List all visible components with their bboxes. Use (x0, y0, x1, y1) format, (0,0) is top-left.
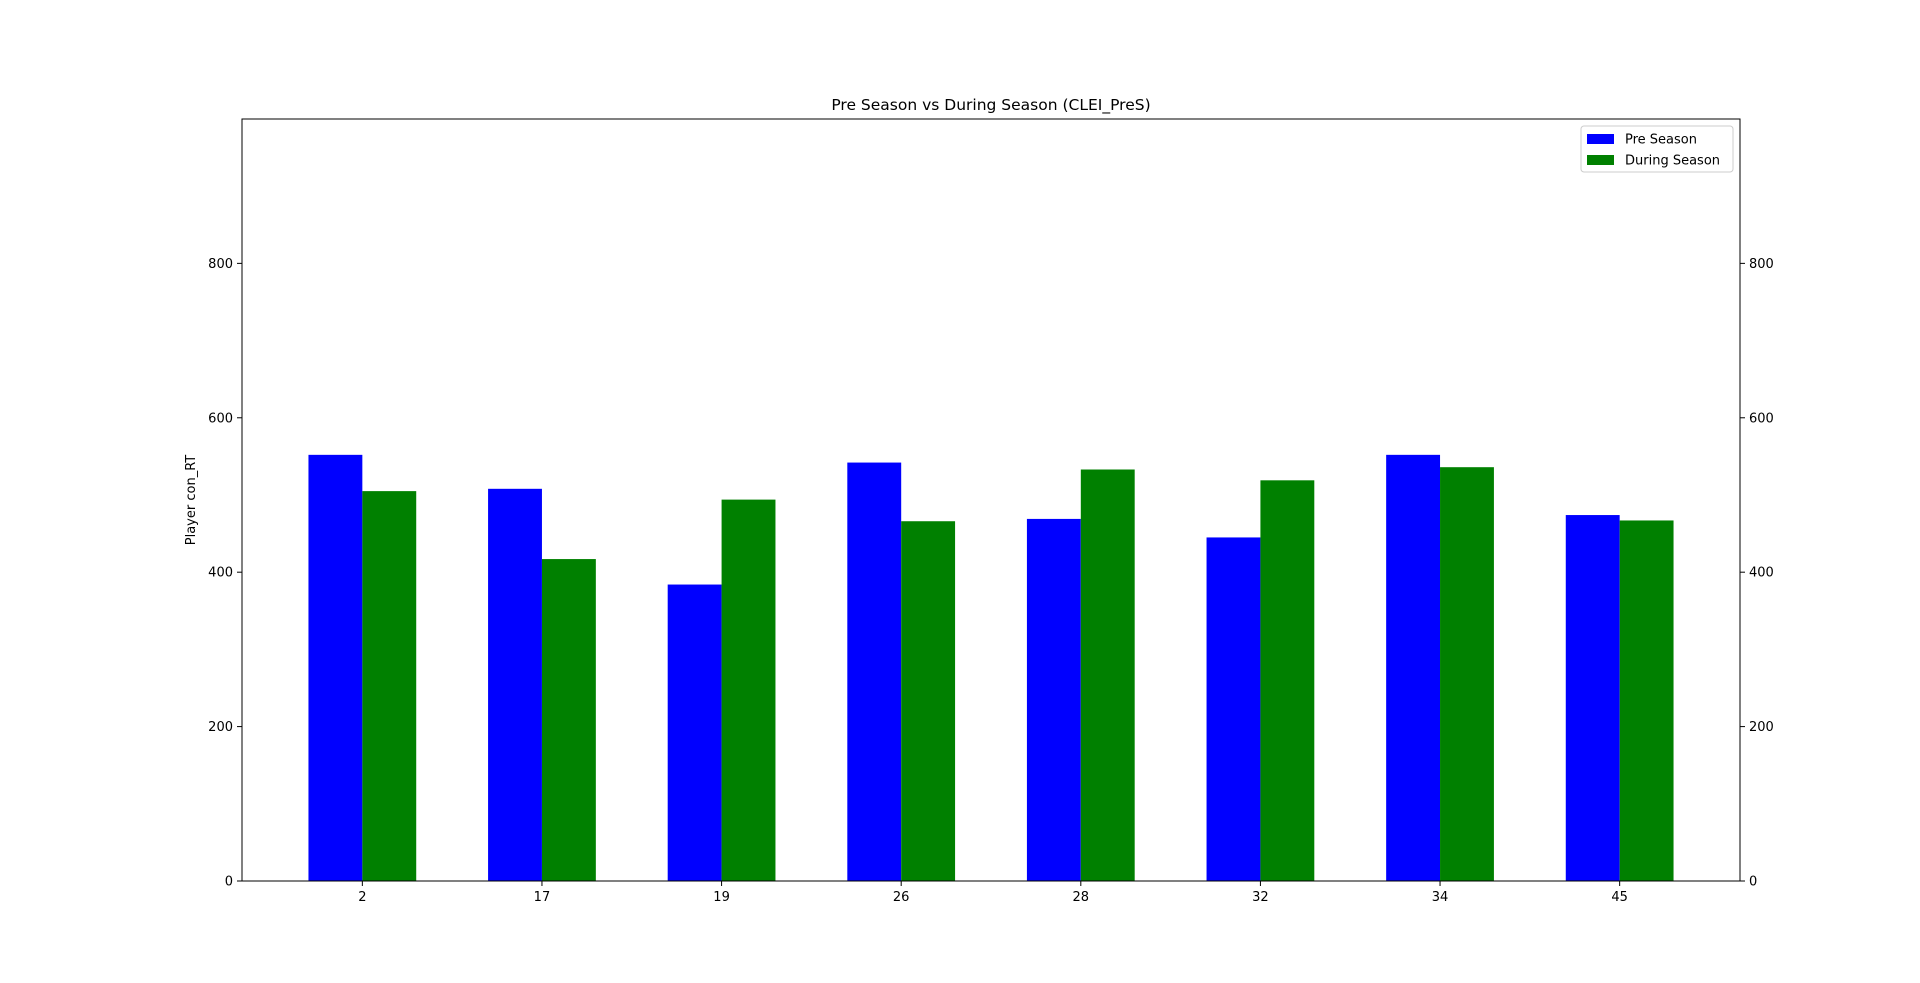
x-tick-label: 2 (358, 890, 366, 905)
plot-frame (241, 118, 1741, 882)
x-tick-label: 17 (534, 890, 551, 905)
x-tick-label: 19 (713, 890, 730, 905)
bar-during-season-19 (721, 499, 776, 881)
y-tick-label-left: 600 (208, 411, 233, 426)
bar-during-season-17 (541, 559, 596, 881)
x-tick-label: 32 (1252, 890, 1269, 905)
y-tick-label-right: 200 (1749, 720, 1774, 735)
y-axis-right: 0 200 400 600 800 (1740, 257, 1774, 890)
x-tick-label: 34 (1432, 890, 1449, 905)
bar-pre-season-17 (488, 488, 542, 881)
y-axis-label: Player con_RT (184, 455, 199, 546)
bar-pre-season-28 (1026, 518, 1081, 881)
bar-pre-season-26 (847, 462, 902, 881)
x-axis: 2 17 19 26 28 32 34 45 (358, 881, 1628, 905)
legend: Pre Season During Season (1580, 125, 1734, 173)
bar-during-season-32 (1260, 480, 1315, 881)
y-axis-left: 0 200 400 600 800 (208, 257, 242, 890)
bar-pre-season-45 (1565, 515, 1620, 881)
legend-label-pre-season: Pre Season (1625, 133, 1697, 148)
bar-during-season-28 (1080, 469, 1135, 881)
y-tick-label-left: 400 (208, 566, 233, 581)
bar-pre-season-19 (667, 584, 722, 881)
bar-during-season-26 (901, 521, 956, 881)
legend-swatch-pre-season (1587, 134, 1614, 144)
bar-during-season-34 (1440, 467, 1494, 881)
bars-group (308, 454, 1674, 881)
y-tick-label-right: 400 (1749, 566, 1774, 581)
y-tick-label-left: 800 (208, 257, 233, 272)
chart-title: Pre Season vs During Season (CLEI_PreS) (831, 96, 1150, 115)
legend-box (1580, 125, 1734, 173)
legend-label-during-season: During Season (1625, 154, 1720, 169)
bar-during-season-45 (1619, 520, 1674, 881)
x-tick-label: 45 (1611, 890, 1628, 905)
bar-pre-season-32 (1206, 537, 1261, 881)
y-tick-label-left: 0 (225, 875, 233, 890)
y-tick-label-right: 800 (1749, 257, 1774, 272)
y-tick-label-right: 0 (1749, 875, 1757, 890)
legend-swatch-during-season (1587, 155, 1614, 165)
bar-pre-season-2 (308, 454, 363, 881)
bar-pre-season-34 (1386, 454, 1441, 881)
y-tick-label-left: 200 (208, 720, 233, 735)
x-tick-label: 26 (893, 890, 910, 905)
x-tick-label: 28 (1073, 890, 1090, 905)
y-tick-label-right: 600 (1749, 411, 1774, 426)
bar-during-season-2 (362, 491, 417, 881)
